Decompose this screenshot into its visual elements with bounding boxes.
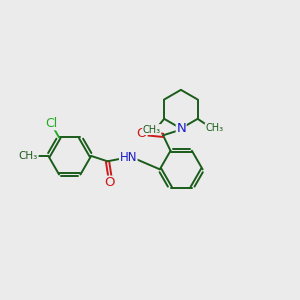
Text: CH₃: CH₃: [142, 124, 161, 134]
Text: N: N: [176, 122, 186, 135]
Text: CH₃: CH₃: [205, 123, 223, 133]
Text: O: O: [136, 127, 147, 140]
Text: HN: HN: [120, 151, 137, 164]
Text: O: O: [105, 176, 115, 189]
Text: Cl: Cl: [45, 117, 57, 130]
Text: CH₃: CH₃: [19, 151, 38, 161]
